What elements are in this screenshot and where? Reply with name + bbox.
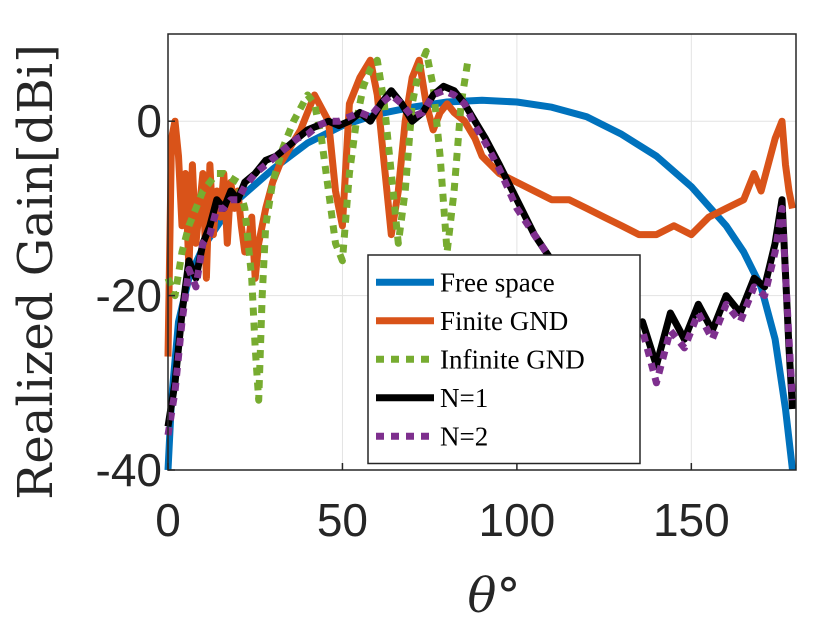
legend-entry: N=2	[440, 421, 488, 451]
y-tick-label: -40	[96, 444, 162, 496]
y-axis: 0 -20 -40	[96, 95, 175, 496]
y-tick-label: -20	[96, 270, 162, 322]
legend-entry: N=1	[440, 383, 488, 413]
x-axis: 0 50 100 150	[155, 463, 730, 546]
series-layer	[164, 47, 796, 471]
series-line-infinite-gnd	[164, 47, 472, 404]
legend-entry: Finite GND	[440, 306, 568, 336]
plot-area	[164, 33, 797, 471]
y-axis-label: Realized Gain[dBi]	[8, 44, 64, 500]
plot-frame	[167, 33, 797, 471]
legend: Free space Finite GND Infinite GND N=1 N=2	[367, 254, 641, 465]
x-tick-label: 150	[653, 494, 730, 546]
series-line-n-2	[164, 87, 796, 436]
x-axis-label: θ°	[468, 568, 521, 624]
legend-entry: Infinite GND	[440, 344, 585, 374]
x-tick-label: 100	[479, 494, 556, 546]
x-tick-label: 0	[155, 494, 181, 546]
y-tick-label: 0	[136, 95, 162, 147]
x-tick-label: 50	[317, 494, 368, 546]
legend-entry: Free space	[440, 267, 555, 297]
